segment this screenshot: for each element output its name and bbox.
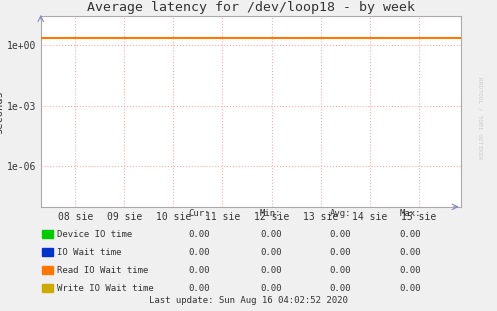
Title: Average latency for /dev/loop18 - by week: Average latency for /dev/loop18 - by wee…	[87, 1, 414, 14]
Text: Write IO Wait time: Write IO Wait time	[57, 284, 154, 293]
Text: Min:: Min:	[260, 209, 282, 218]
Text: 0.00: 0.00	[330, 266, 351, 275]
Y-axis label: seconds: seconds	[0, 89, 4, 133]
Text: Max:: Max:	[399, 209, 421, 218]
Text: RRDTOOL / TOBI OETIKER: RRDTOOL / TOBI OETIKER	[477, 77, 482, 160]
Text: Read IO Wait time: Read IO Wait time	[57, 266, 149, 275]
Text: 0.00: 0.00	[260, 230, 282, 239]
Text: Device IO time: Device IO time	[57, 230, 132, 239]
Text: 0.00: 0.00	[330, 248, 351, 257]
Text: 0.00: 0.00	[399, 284, 421, 293]
Text: 0.00: 0.00	[260, 284, 282, 293]
Text: 0.00: 0.00	[399, 266, 421, 275]
Text: 0.00: 0.00	[188, 230, 210, 239]
Text: Last update: Sun Aug 16 04:02:52 2020: Last update: Sun Aug 16 04:02:52 2020	[149, 296, 348, 305]
Text: Avg:: Avg:	[330, 209, 351, 218]
Text: 0.00: 0.00	[188, 284, 210, 293]
Text: 0.00: 0.00	[399, 230, 421, 239]
Text: 0.00: 0.00	[188, 248, 210, 257]
Text: 0.00: 0.00	[188, 266, 210, 275]
Text: Cur:: Cur:	[188, 209, 210, 218]
Text: 0.00: 0.00	[399, 248, 421, 257]
Text: 0.00: 0.00	[260, 266, 282, 275]
Text: IO Wait time: IO Wait time	[57, 248, 122, 257]
Text: 0.00: 0.00	[330, 230, 351, 239]
Text: 0.00: 0.00	[260, 248, 282, 257]
Text: 0.00: 0.00	[330, 284, 351, 293]
